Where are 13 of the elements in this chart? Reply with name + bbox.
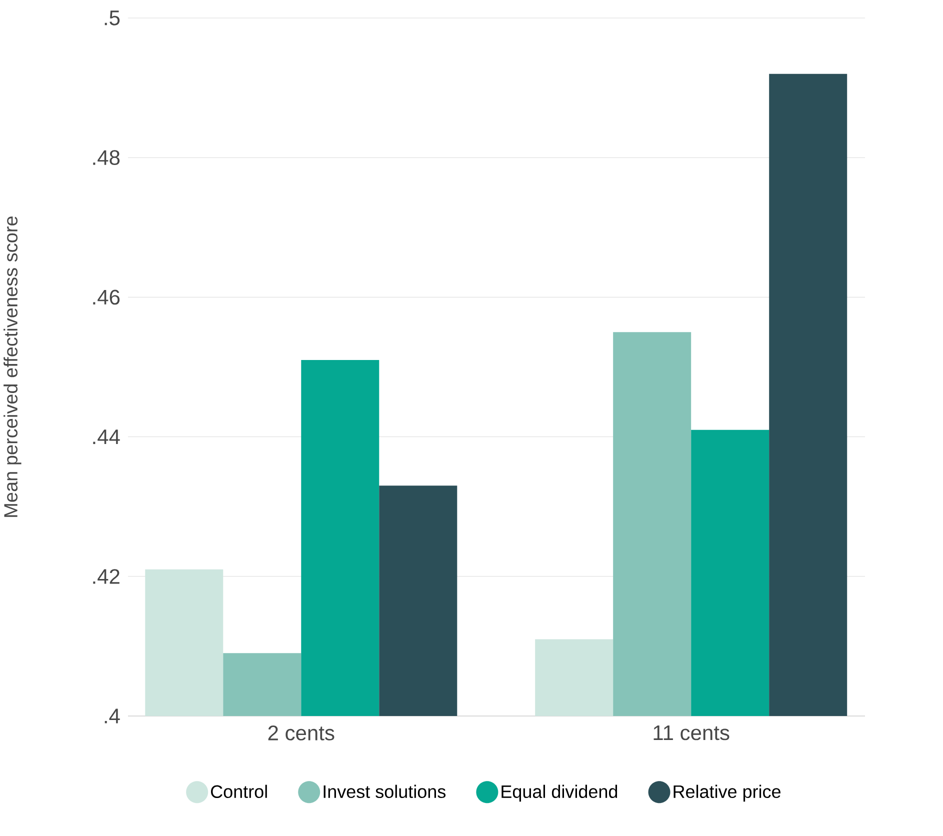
y-tick-label: .48 [93, 150, 120, 166]
legend-label: Invest solutions [324, 784, 446, 798]
y-tick-label: .42 [93, 569, 120, 584]
y-axis-title: Mean perceived effectiveness score [4, 216, 22, 517]
legend-label: Control [211, 784, 267, 798]
y-tick-label: .46 [93, 290, 120, 305]
y-tick-label: .4 [104, 708, 120, 724]
y-tick-label: .44 [93, 430, 120, 444]
x-tick-label: 11 cents [654, 726, 730, 740]
legend-label: Equal dividend [502, 784, 618, 802]
legend-label: Relative price [674, 784, 780, 802]
x-tick-label: 2 cents [268, 726, 334, 740]
y-tick-label: .5 [104, 10, 120, 26]
